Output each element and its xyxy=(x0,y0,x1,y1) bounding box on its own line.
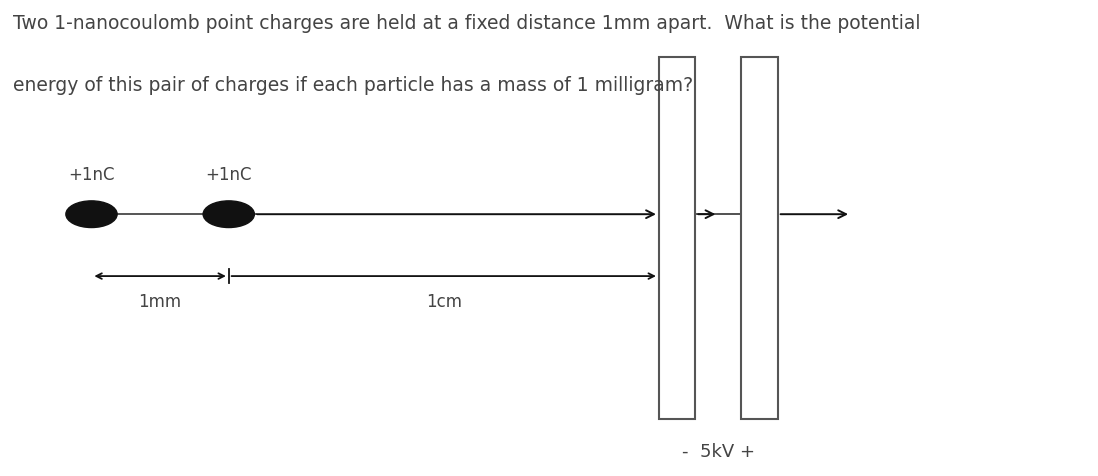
Bar xyxy=(741,57,777,419)
Text: +1nC: +1nC xyxy=(205,166,253,184)
Text: +1nC: +1nC xyxy=(68,166,115,184)
Text: 1mm: 1mm xyxy=(138,293,181,311)
Text: -  5kV +: - 5kV + xyxy=(682,443,754,461)
Text: 1cm: 1cm xyxy=(426,293,462,311)
Text: energy of this pair of charges if each particle has a mass of 1 milligram?: energy of this pair of charges if each p… xyxy=(13,76,693,95)
Circle shape xyxy=(203,201,255,228)
Circle shape xyxy=(66,201,117,228)
Bar xyxy=(659,57,695,419)
Text: Two 1-nanocoulomb point charges are held at a fixed distance 1mm apart.  What is: Two 1-nanocoulomb point charges are held… xyxy=(13,14,921,33)
